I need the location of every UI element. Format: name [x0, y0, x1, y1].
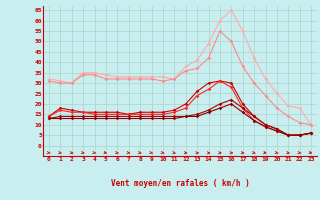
- X-axis label: Vent moyen/en rafales ( km/h ): Vent moyen/en rafales ( km/h ): [111, 179, 249, 188]
